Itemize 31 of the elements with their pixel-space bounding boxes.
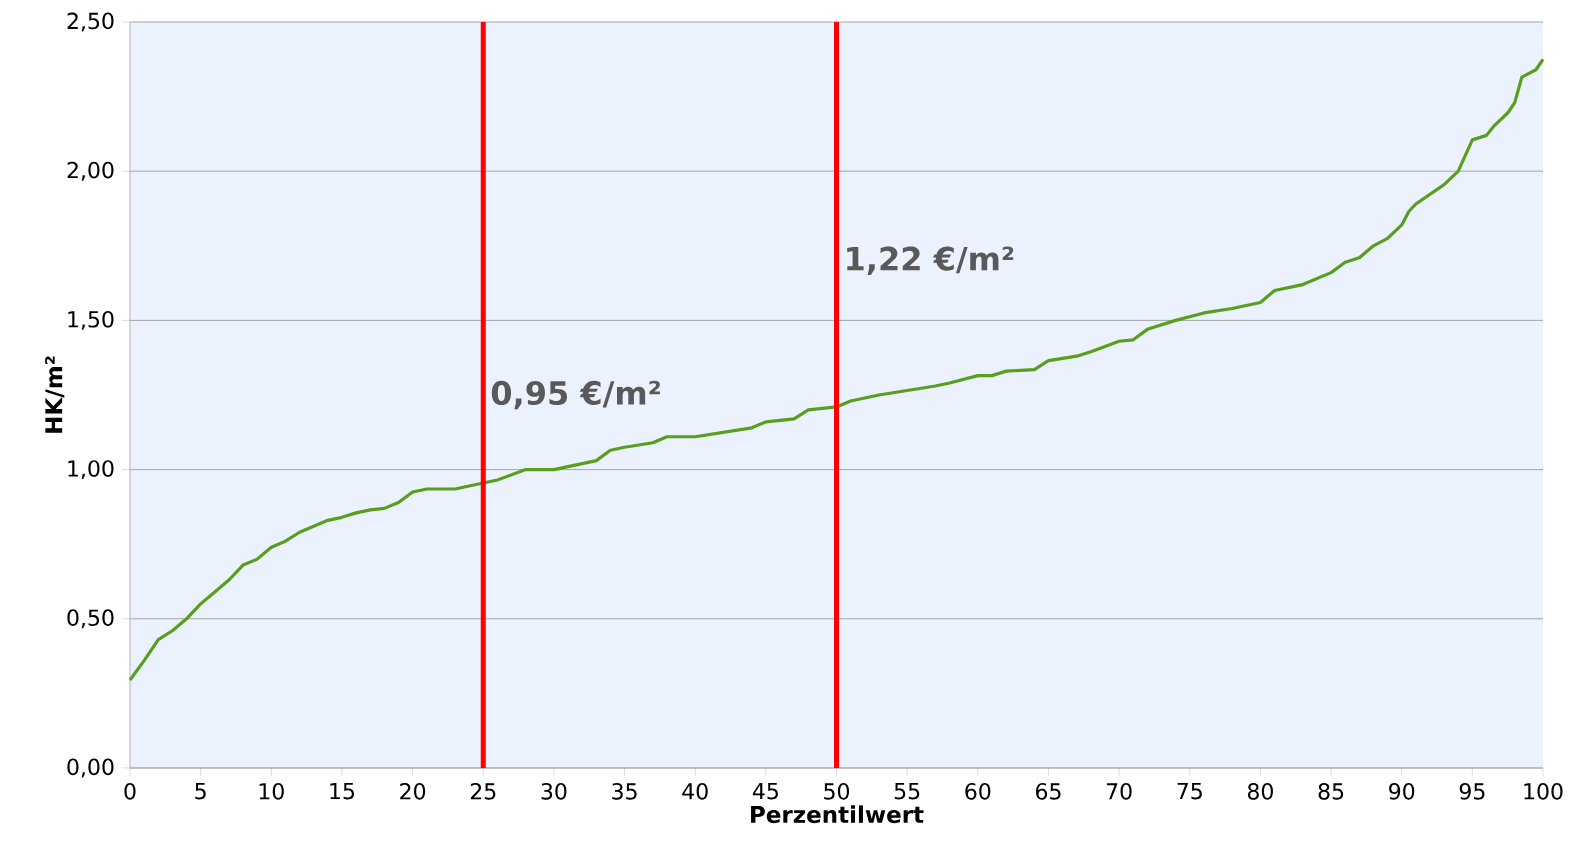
x-tick-label: 40	[682, 783, 708, 800]
y-tick-label: 0,00	[67, 758, 114, 778]
x-tick-label: 45	[752, 783, 778, 800]
y-tick-label: 1,00	[68, 460, 114, 480]
x-tick-label: 25	[470, 783, 496, 800]
x-tick-label: 70	[1106, 783, 1132, 800]
y-tick-label: 2,00	[67, 161, 114, 181]
x-tick-label: 75	[1177, 783, 1202, 800]
x-tick-label: 65	[1036, 783, 1061, 800]
x-tick-label: 0	[124, 783, 136, 800]
x-tick-label: 100	[1524, 783, 1563, 800]
x-tick-label: 95	[1459, 783, 1485, 800]
y-axis-title: HK/m²	[45, 356, 65, 433]
x-tick-label: 60	[965, 783, 991, 800]
ref-line-label: 1,22 €/m²	[847, 246, 1014, 275]
y-tick-label: 1,50	[68, 310, 114, 330]
x-tick-label: 85	[1318, 783, 1344, 800]
x-tick-label: 80	[1247, 783, 1273, 800]
x-tick-label: 90	[1389, 783, 1415, 800]
ref-line-label: 0,95 €/m²	[491, 380, 660, 410]
y-tick-label: 2,50	[67, 12, 114, 32]
x-tick-label: 50	[824, 783, 850, 800]
x-axis-title: Perzentilwert	[751, 805, 924, 824]
x-tick-label: 20	[400, 783, 426, 800]
x-tick-label: 15	[330, 783, 355, 800]
x-tick-label: 55	[894, 783, 920, 800]
x-tick-label: 10	[259, 783, 284, 800]
y-tick-label: 0,50	[67, 609, 114, 629]
x-tick-label: 35	[612, 783, 637, 800]
x-tick-label: 5	[195, 783, 206, 800]
x-tick-label: 30	[541, 783, 567, 800]
